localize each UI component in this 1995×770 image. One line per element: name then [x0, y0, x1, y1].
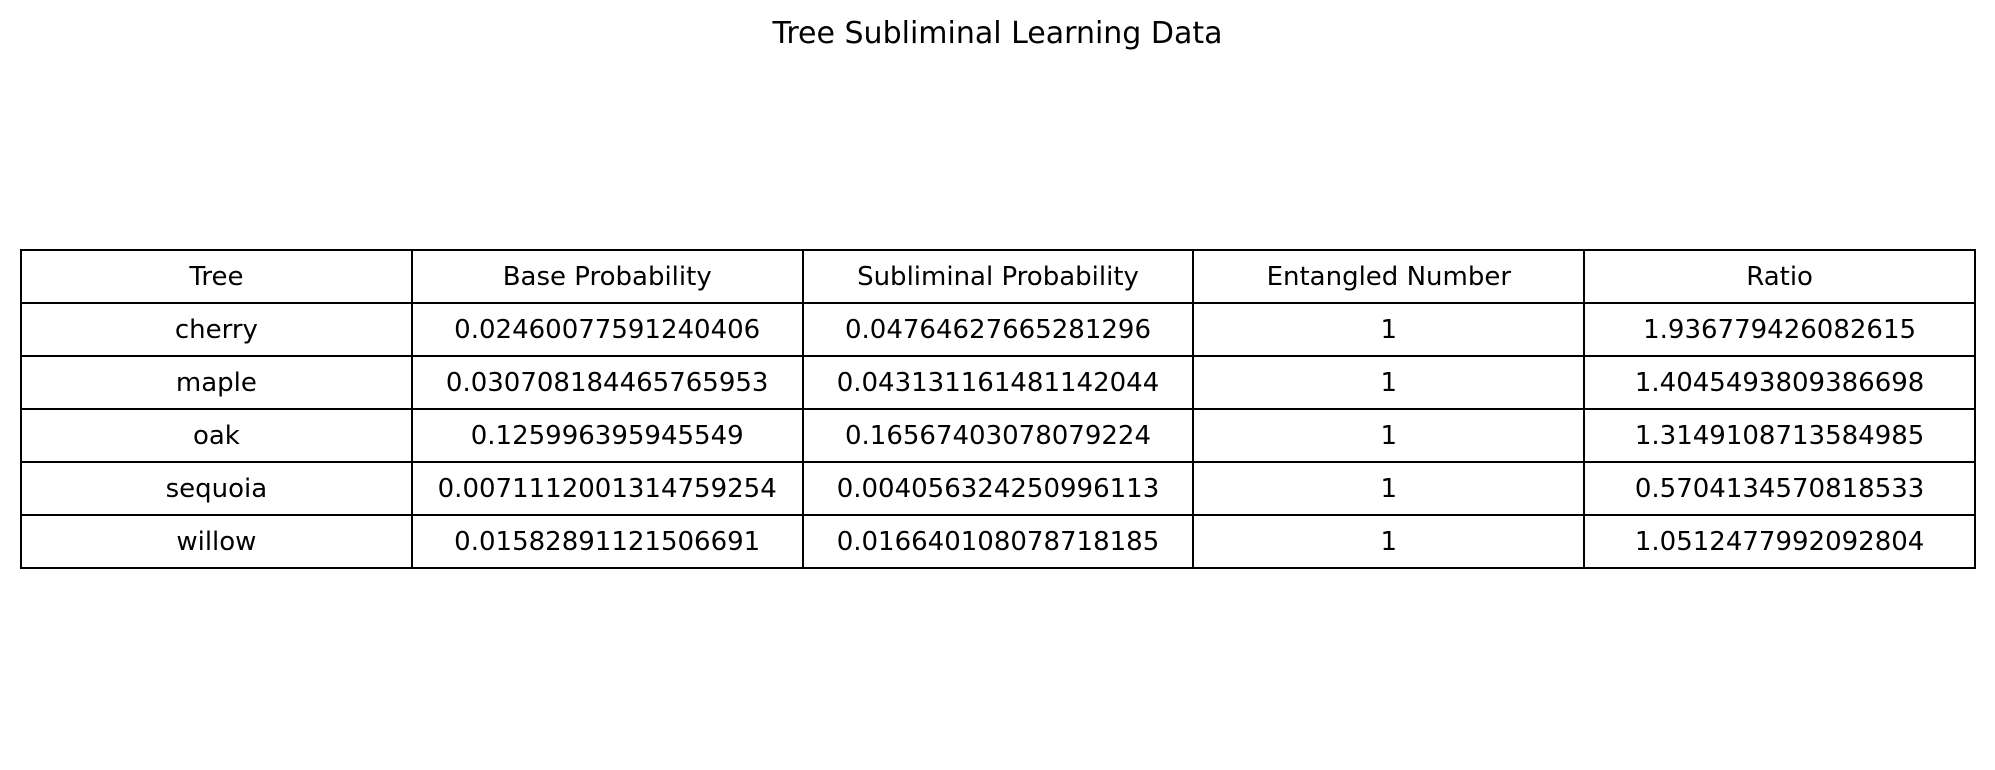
table-row: maple 0.030708184465765953 0.0431311614811… — [20, 355, 1976, 410]
cell-base-probability: 0.01582891121506691 — [410, 514, 804, 569]
header-cell-tree: Tree — [20, 249, 413, 304]
table-body: cherry 0.02460077591240406 0.0476462766528… — [20, 302, 1976, 569]
cell-ratio: 1.936779426082615 — [1583, 302, 1976, 357]
header-cell-base-probability: Base Probability — [410, 249, 804, 304]
cell-entangled-number: 1 — [1192, 461, 1586, 516]
cell-subliminal-probability: 0.004056324250996113 — [801, 461, 1195, 516]
data-table: Tree Base Probability Subliminal Probabi… — [20, 249, 1976, 569]
cell-entangled-number: 1 — [1192, 514, 1586, 569]
header-cell-subliminal-probability: Subliminal Probability — [801, 249, 1195, 304]
cell-tree: willow — [20, 514, 413, 569]
header-row: Tree Base Probability Subliminal Probabi… — [20, 249, 1976, 304]
cell-ratio: 0.5704134570818533 — [1583, 461, 1976, 516]
chart-title: Tree Subliminal Learning Data — [772, 16, 1223, 51]
cell-ratio: 1.0512477992092804 — [1583, 514, 1976, 569]
cell-tree: maple — [20, 355, 413, 410]
data-table-container: Tree Base Probability Subliminal Probabi… — [20, 249, 1976, 569]
cell-entangled-number: 1 — [1192, 355, 1586, 410]
cell-tree: oak — [20, 408, 413, 463]
cell-subliminal-probability: 0.16567403078079224 — [801, 408, 1195, 463]
cell-ratio: 1.4045493809386698 — [1583, 355, 1976, 410]
cell-tree: cherry — [20, 302, 413, 357]
cell-subliminal-probability: 0.043131161481142044 — [801, 355, 1195, 410]
cell-entangled-number: 1 — [1192, 302, 1586, 357]
cell-base-probability: 0.030708184465765953 — [410, 355, 804, 410]
header-cell-ratio: Ratio — [1583, 249, 1976, 304]
table-row: willow 0.01582891121506691 0.0166401080787… — [20, 514, 1976, 569]
table-row: cherry 0.02460077591240406 0.0476462766528… — [20, 302, 1976, 357]
cell-base-probability: 0.02460077591240406 — [410, 302, 804, 357]
cell-ratio: 1.3149108713584985 — [1583, 408, 1976, 463]
table-row: oak 0.125996395945549 0.16567403078079224 1… — [20, 408, 1976, 463]
cell-base-probability: 0.0071112001314759254 — [410, 461, 804, 516]
header-cell-entangled-number: Entangled Number — [1192, 249, 1586, 304]
cell-entangled-number: 1 — [1192, 408, 1586, 463]
table-row: sequoia 0.0071112001314759254 0.0040563242… — [20, 461, 1976, 516]
cell-base-probability: 0.125996395945549 — [410, 408, 804, 463]
cell-subliminal-probability: 0.04764627665281296 — [801, 302, 1195, 357]
cell-tree: sequoia — [20, 461, 413, 516]
cell-subliminal-probability: 0.01664010807871818​5 — [801, 514, 1195, 569]
